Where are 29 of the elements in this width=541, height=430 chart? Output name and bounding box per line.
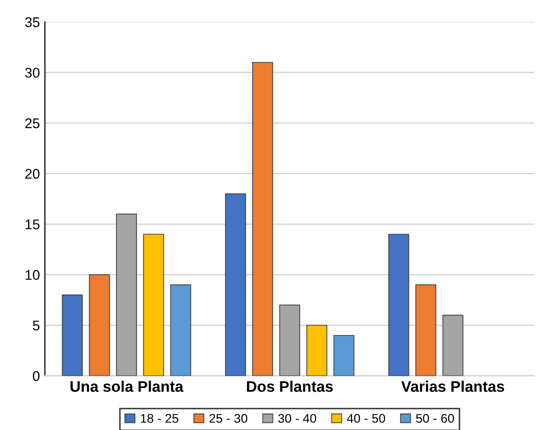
y-tick-label: 0 (32, 371, 40, 381)
legend-label: 50 - 60 (416, 414, 454, 423)
bar (116, 214, 137, 376)
bar (333, 334, 354, 376)
legend-label: 18 - 25 (140, 414, 178, 423)
bar (415, 284, 436, 376)
bar (442, 314, 464, 376)
x-tick-label: Varias Plantas (401, 380, 504, 392)
x-tick-label: Una sola Planta (70, 380, 184, 392)
y-tick-label: 20 (25, 168, 40, 179)
bar (225, 193, 246, 376)
y-tick-label: 35 (25, 17, 40, 28)
bar (143, 234, 164, 376)
legend-label: 30 - 40 (278, 414, 316, 423)
y-tick-label: 25 (25, 118, 40, 128)
y-tick-label: 5 (32, 320, 40, 330)
bar (88, 274, 110, 376)
bar (252, 62, 274, 376)
legend-label: 40 - 50 (346, 414, 386, 423)
y-tick-label: 10 (26, 270, 40, 280)
bar (306, 324, 328, 376)
legend-label: 25 - 30 (209, 414, 248, 423)
bar (62, 294, 83, 376)
y-tick-label: 30 (25, 68, 40, 78)
bar (170, 284, 192, 376)
x-tick-label: Dos Plantas (247, 380, 333, 392)
bar (279, 304, 300, 376)
y-tick-label: 15 (26, 220, 40, 230)
bar (388, 234, 410, 376)
